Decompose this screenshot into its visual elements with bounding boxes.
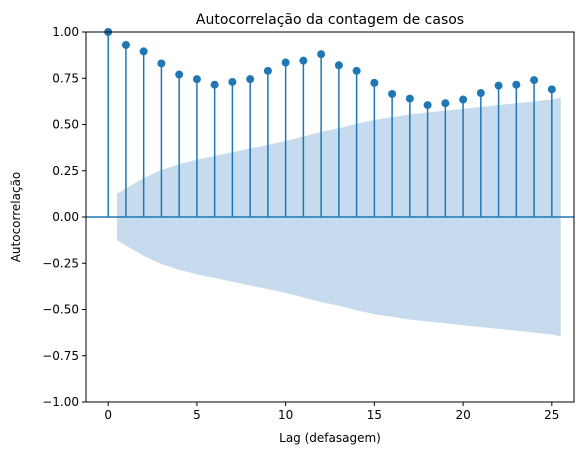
- y-tick-label: 0.00: [52, 210, 79, 224]
- acf-point: [494, 81, 503, 90]
- acf-point: [370, 78, 379, 87]
- x-tick-label: 25: [544, 408, 559, 422]
- acf-point: [547, 85, 556, 94]
- x-tick-label: 20: [455, 408, 470, 422]
- x-tick-label: 0: [104, 408, 112, 422]
- y-axis-ticks: −1.00 −0.75 −0.50 −0.25 0.00 0.25 0.50 0.75 1.00: [42, 25, 86, 409]
- acf-point: [157, 59, 166, 68]
- y-tick-label: −1.00: [42, 395, 79, 409]
- acf-point: [228, 77, 237, 86]
- acf-point: [121, 40, 130, 49]
- acf-point: [459, 95, 468, 104]
- acf-point: [317, 50, 326, 59]
- acf-point: [512, 80, 521, 89]
- acf-point: [281, 58, 290, 67]
- y-tick-label: −0.75: [42, 349, 79, 363]
- y-tick-label: 0.75: [52, 71, 79, 85]
- y-tick-label: 1.00: [52, 25, 79, 39]
- stems-layer: [104, 28, 556, 217]
- acf-point: [388, 89, 397, 98]
- acf-point: [441, 99, 450, 108]
- y-axis-label: Autocorrelação: [9, 172, 23, 263]
- acf-point: [175, 70, 184, 79]
- y-tick-label: −0.50: [42, 303, 79, 317]
- acf-point: [299, 56, 308, 65]
- x-axis-ticks: 0 5 10 15 20 25: [104, 402, 559, 422]
- chart-title: Autocorrelação da contagem de casos: [196, 12, 464, 28]
- acf-point: [352, 66, 361, 75]
- x-tick-label: 10: [278, 408, 293, 422]
- y-tick-label: 0.50: [52, 118, 79, 132]
- acf-point: [530, 76, 539, 85]
- acf-point: [139, 47, 148, 56]
- acf-point: [192, 75, 201, 84]
- acf-point: [210, 80, 219, 89]
- x-axis-label: Lag (defasagem): [279, 431, 381, 445]
- acf-point: [476, 89, 485, 98]
- acf-point: [334, 61, 343, 70]
- acf-point: [423, 101, 432, 110]
- acf-point: [405, 94, 414, 103]
- acf-point: [263, 66, 272, 75]
- x-tick-label: 15: [367, 408, 382, 422]
- y-tick-label: −0.25: [42, 256, 79, 270]
- x-tick-label: 5: [193, 408, 201, 422]
- y-tick-label: 0.25: [52, 164, 79, 178]
- acf-point: [246, 75, 255, 84]
